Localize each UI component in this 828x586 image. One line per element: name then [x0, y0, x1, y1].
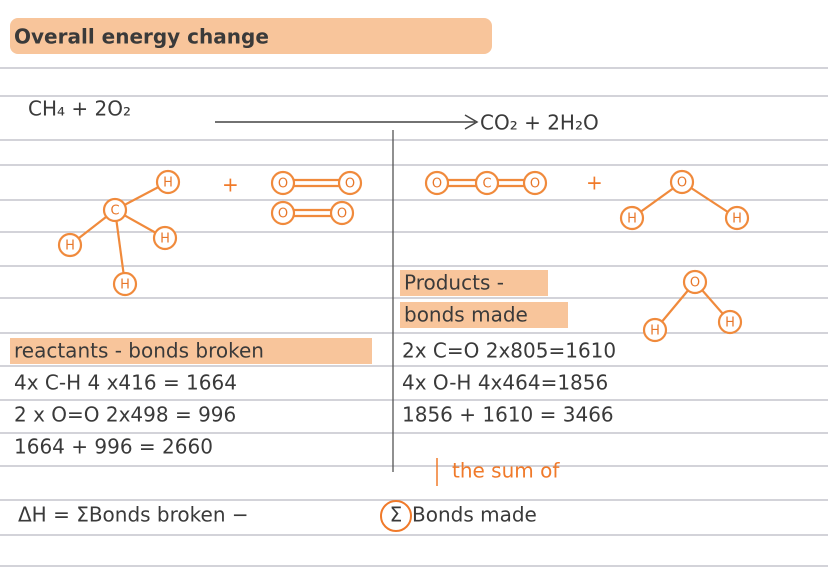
atom-label: O	[278, 177, 288, 192]
atom	[102, 197, 128, 223]
title-highlight	[10, 18, 492, 54]
atom	[669, 169, 695, 195]
products-highlight	[400, 302, 568, 328]
atom	[152, 225, 178, 251]
reactants-heading: reactants - bonds broken	[14, 339, 264, 363]
atom	[424, 170, 450, 196]
atom-label: O	[432, 177, 442, 192]
atom-label: O	[337, 207, 347, 222]
atom-label: H	[732, 212, 742, 227]
bond	[113, 209, 127, 285]
atom	[270, 200, 296, 226]
atom-label: O	[278, 207, 288, 222]
formula: Σ	[390, 503, 403, 527]
reactants-line: 4x C-H 4 x416 = 1664	[14, 371, 237, 395]
atom	[682, 269, 708, 295]
atom-label: H	[120, 278, 130, 293]
atom	[112, 271, 138, 297]
products-line: 2x C=O 2x805=1610	[402, 339, 616, 363]
reactants-line: 2 x O=O 2x498 = 996	[14, 403, 236, 427]
products-heading: bonds made	[404, 303, 528, 327]
atom-label: O	[690, 276, 700, 291]
atom	[522, 170, 548, 196]
atom-label: O	[530, 177, 540, 192]
atom-label: H	[65, 239, 75, 254]
atom-label: H	[650, 324, 660, 339]
atom	[270, 170, 296, 196]
reactants-formula: CH₄ + 2O₂	[28, 97, 131, 121]
ruled-lines	[0, 67, 828, 567]
atom	[642, 317, 668, 343]
note: the sum of	[452, 459, 560, 483]
atom-label: H	[725, 316, 735, 331]
products-highlight	[400, 270, 548, 296]
atom-label: O	[345, 177, 355, 192]
products-line: 4x O-H 4x464=1856	[402, 371, 608, 395]
atom	[724, 205, 750, 231]
atom-label: C	[482, 177, 491, 192]
atom-label: H	[627, 212, 637, 227]
plus-sign: +	[222, 173, 239, 197]
plus-sign: +	[586, 171, 603, 195]
title: Overall energy change	[14, 25, 269, 49]
atom	[717, 309, 743, 335]
atom	[329, 200, 355, 226]
reactants-line: 1664 + 996 = 2660	[14, 435, 213, 459]
products-heading: Products -	[404, 271, 504, 295]
atom-label: H	[163, 176, 173, 191]
formula: ΔH = ΣBonds broken −	[18, 503, 249, 527]
atom	[155, 169, 181, 195]
atom-label: H	[160, 232, 170, 247]
atom-label: O	[677, 176, 687, 191]
products-line: 1856 + 1610 = 3466	[402, 403, 614, 427]
atom	[57, 232, 83, 258]
atom	[619, 205, 645, 231]
atom-label: C	[110, 204, 119, 219]
atom	[474, 170, 500, 196]
sum-circle	[380, 500, 412, 532]
atom	[337, 170, 363, 196]
formula: Bonds made	[412, 503, 537, 527]
products-formula: CO₂ + 2H₂O	[480, 111, 599, 135]
reactants-highlight	[10, 338, 372, 364]
arrow-head	[464, 114, 479, 130]
